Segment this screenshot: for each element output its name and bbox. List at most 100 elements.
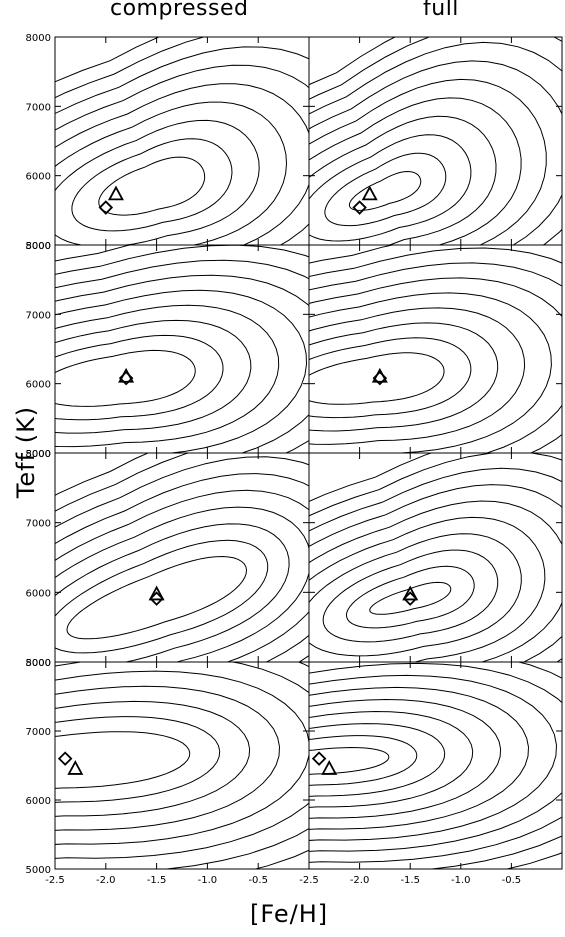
contour-line [369,581,452,615]
diamond-marker [372,370,388,386]
y-tick-label: 8000 [26,658,51,669]
panel-frame-3-compressed [54,452,310,663]
contour-line [55,83,309,245]
y-tick-label: 5000 [26,241,51,252]
contour-line [55,64,309,245]
contour-line [427,835,562,869]
diamond-marker [118,370,134,386]
contour-line [345,565,475,629]
contour-group [55,37,309,245]
contour-line [55,119,260,245]
contour-line [309,134,472,242]
contour-line [55,37,161,83]
contour-line [309,746,390,775]
triangle-marker [361,185,378,201]
contour-line [55,670,309,845]
x-tick-label: -2.0 [350,875,370,886]
contour-line [71,138,233,232]
contour-group [309,453,562,662]
y-tick-label: 5000 [26,658,51,669]
x-axis-label: [Fe/H] [250,900,329,928]
contour-line [55,319,252,434]
y-tick-label: 7000 [26,102,51,113]
contour-line [309,37,397,86]
contour-line [55,539,269,654]
contour-line [55,349,196,407]
triangle-marker [67,760,84,775]
contour-group [309,37,562,245]
contour-line [309,307,526,445]
contour-line [55,453,191,512]
y-tick-label: 6000 [26,172,51,183]
panel-frame-2-compressed [54,244,310,454]
x-tick-label: -1.0 [451,875,471,886]
contour-line [162,662,309,869]
contour-line [55,716,221,803]
panel-frame-1-compressed [54,36,310,246]
contour-line [309,516,546,662]
contour-line [324,152,447,227]
contour-line [55,731,191,789]
contour-line [55,506,309,662]
y-tick-label: 8000 [26,241,51,252]
y-tick-label: 7000 [26,310,51,321]
contour-line [309,698,502,819]
y-tick-label: 5000 [26,449,51,460]
diamond-marker [311,751,327,766]
contour-line [309,723,446,797]
contour-line [309,484,562,662]
contour-line [55,334,224,421]
diamond-marker [352,200,367,215]
diamond-marker [98,200,114,215]
contour-line [309,533,522,657]
x-tick-label: -1.5 [147,875,167,886]
contour-line [309,115,497,245]
contour-group [309,662,562,869]
contour-line [309,322,499,432]
x-tick-label: -1.0 [198,875,218,886]
diamond-marker [57,751,73,766]
contour-group [309,245,562,453]
x-tick-label: -2.5 [299,875,319,886]
contour-line [309,41,562,245]
contour-line [309,245,395,264]
contour-line [309,337,472,419]
contour-line [55,274,309,453]
contour-line [309,37,562,100]
contour-group [55,245,309,453]
contour-line [309,97,522,245]
contour-line [309,735,418,786]
contour-line [55,685,280,831]
y-tick-label: 7000 [26,727,51,738]
triangle-marker [107,185,124,201]
contour-line [55,489,309,662]
contour-line [309,262,562,453]
column-title-full: full [423,0,459,21]
contour-line [55,662,309,859]
panel-frame-4-full [308,661,563,870]
y-tick-label: 8000 [26,449,51,460]
contour-line [309,277,562,453]
diamond-marker [402,591,418,606]
contour-line [55,289,308,453]
contour-line [505,852,562,869]
y-tick-label: 6000 [26,380,51,391]
x-tick-label: -0.5 [248,875,268,886]
contour-group [55,453,309,662]
y-tick-label: 8000 [26,33,51,44]
contour-line [55,259,309,453]
y-tick-label: 6000 [26,796,51,807]
y-tick-label: 7000 [26,519,51,530]
contour-line [309,78,547,245]
y-tick-label: 5000 [26,865,51,876]
x-tick-label: -1.5 [400,875,420,886]
contour-line [66,555,248,640]
contour-line [55,101,288,245]
contour-line [55,523,290,662]
x-tick-label: -2.5 [45,875,65,886]
contour-line [309,674,557,841]
x-tick-label: -0.5 [502,875,522,886]
contour-line [309,453,433,502]
triangle-marker [148,585,165,601]
